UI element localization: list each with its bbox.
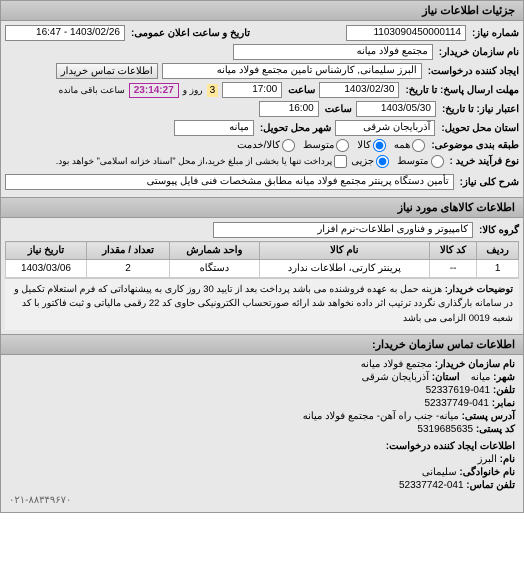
cell-unit: دستگاه [170,260,259,278]
cprov-label: استان: [432,372,460,383]
bt-partial-label: جزیی [351,156,374,167]
ccity-val: میانه [471,372,491,383]
category-label: طبقه بندی موضوعی: [429,140,519,151]
col-qty: تعداد / مقدار [86,242,169,260]
cphone-label: تلفن: [493,385,515,396]
details-panel: جزئیات اطلاعات نیاز شماره نیاز: 11030904… [0,0,524,513]
contact-section-title: اطلاعات تماس سازمان خریدار: [1,334,523,355]
caddr-label: آدرس پستی: [462,411,515,422]
deadline-date-field: 1403/02/30 [319,82,399,98]
goods-section-title: اطلاعات کالاهای مورد نیاز [1,197,523,218]
buyer-note-label: توضیحات خریدار: [445,284,513,295]
buytype-label: نوع فرآیند خرید : [448,156,519,167]
buyer-label: نام سازمان خریدار: [437,47,519,58]
creator-title: اطلاعات ایجاد کننده درخواست: [386,441,515,452]
col-name: نام کالا [259,242,429,260]
pay-checkbox[interactable] [334,155,347,168]
cat-service-label: کالا/خدمت [237,140,280,151]
lname-label: نام خانوادگی: [459,467,515,478]
pubdate-label: تاریخ و ساعت اعلان عمومی: [129,28,250,39]
category-radio-group: همه کالا متوسط کالا/خدمت [237,139,425,152]
cell-name: پرینتر کارتی، اطلاعات ندارد [259,260,429,278]
buyer-note-block: توضیحات خریدار: هزینه حمل به عهده فروشند… [5,278,519,330]
contact-body: نام سازمان خریدار: مجتمع فولاد میانه شهر… [1,355,523,512]
deadline-time-field: 17:00 [222,82,282,98]
org-label: نام سازمان خریدار: [435,359,515,370]
cfax-label: نمابر: [492,398,515,409]
remain-suffix: ساعت باقی مانده [59,85,125,96]
caddr-val: میانه- جنب راه آهن- مجتمع فولاد میانه [303,411,459,422]
bt-avg-radio[interactable] [431,155,444,168]
group-field: کامپیوتر و فناوری اطلاعات-نرم افزار [213,222,473,238]
cell-row: 1 [477,260,519,278]
bt-avg-label: متوسط [397,156,428,167]
cell-qty: 2 [86,260,169,278]
remain-days: 3 [207,84,219,97]
reqno-field: 1103090450000114 [346,25,466,41]
validity-date-field: 1403/05/30 [356,101,436,117]
pay-note: پرداخت تنها یا بخشی از مبلغ خرید،از محل … [56,156,333,167]
lname-val: سلیمانی [422,467,457,478]
deadline-label: مهلت ارسال پاسخ: تا تاریخ: [403,85,519,96]
cpost-val: 5319685635 [417,424,473,435]
fname-val: البرز [478,454,497,465]
cat-avg-radio[interactable] [336,139,349,152]
buyer-field: مجتمع فولاد میانه [233,44,433,60]
cphone-val: 041-52337619 [426,385,491,396]
cprov-val: آذربایجان شرقی [362,372,429,383]
footer-phone: ۰۲۱-۸۸۳۴۹۶۷۰ [9,495,71,506]
city-field: میانه [174,120,254,136]
creator-field: البرز سلیمانی, کارشناس تامین مجتمع فولاد… [162,63,422,79]
table-row[interactable]: 1 -- پرینتر کارتی، اطلاعات ندارد دستگاه … [6,260,519,278]
desc-label: شرح کلی نیاز: [458,177,519,188]
goods-table: ردیف کد کالا نام کالا واحد شمارش تعداد /… [5,241,519,278]
org-val: مجتمع فولاد میانه [361,359,432,370]
validity-label: اعتبار نیاز: تا تاریخ: [440,104,519,115]
col-row: ردیف [477,242,519,260]
desc-field: تأمین دستگاه پرینتر مجتمع فولاد میانه مط… [5,174,454,190]
pubdate-field: 1403/02/26 - 16:47 [5,25,125,41]
form-body: شماره نیاز: 1103090450000114 تاریخ و ساع… [1,21,523,197]
group-label: گروه کالا: [477,225,519,236]
cat-goods-label: کالا [357,140,371,151]
table-header-row: ردیف کد کالا نام کالا واحد شمارش تعداد /… [6,242,519,260]
validity-time-field: 16:00 [259,101,319,117]
buyer-contact-button[interactable]: اطلاعات تماس خریدار [56,63,158,79]
cpost-label: کد پستی: [476,424,515,435]
fname-label: نام: [500,454,515,465]
col-unit: واحد شمارش [170,242,259,260]
buyer-note-text: هزینه حمل به عهده فروشنده می باشد پرداخت… [14,284,513,324]
cat-goods-radio[interactable] [373,139,386,152]
bt-partial-radio[interactable] [376,155,389,168]
cat-all-radio[interactable] [412,139,425,152]
reqno-label: شماره نیاز: [470,28,519,39]
validity-time-label: ساعت [323,104,352,115]
cell-date: 1403/03/06 [6,260,87,278]
cfax-val: 041-52337749 [424,398,489,409]
buytype-radio-group: متوسط جزیی [351,155,443,168]
province-label: استان محل تحویل: [439,123,519,134]
col-code: کد کالا [430,242,477,260]
countdown: 23:14:27 [129,83,179,98]
ccphone-label: تلفن تماس: [466,480,515,491]
panel-title: جزئیات اطلاعات نیاز [1,1,523,21]
remain-days-label: روز و [183,85,203,96]
cell-code: -- [430,260,477,278]
deadline-time-label: ساعت [286,85,315,96]
ccphone-val: 041-52337742 [399,480,464,491]
creator-label: ایجاد کننده درخواست: [426,66,519,77]
ccity-label: شهر: [493,372,515,383]
cat-all-label: همه [394,140,410,151]
goods-body: گروه کالا: کامپیوتر و فناوری اطلاعات-نرم… [1,218,523,334]
city-label: شهر محل تحویل: [258,123,332,134]
cat-service-radio[interactable] [282,139,295,152]
province-field: آذربایجان شرقی [335,120,435,136]
col-date: تاریخ نیاز [6,242,87,260]
cat-avg-label: متوسط [303,140,334,151]
